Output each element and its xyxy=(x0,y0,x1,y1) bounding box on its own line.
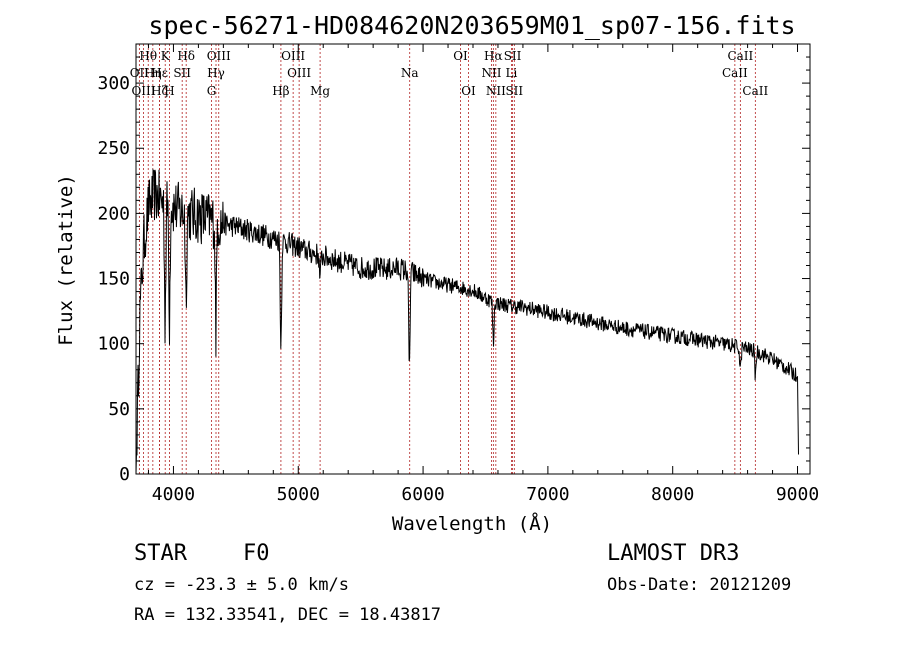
line-label-Hε: Hε xyxy=(151,66,168,80)
line-label-Hζ: Hζ xyxy=(151,84,168,98)
y-tick-label: 200 xyxy=(97,203,130,224)
x-tick-label: 6000 xyxy=(401,484,444,505)
line-label-CaII: CaII xyxy=(727,49,753,63)
x-tick-label: 4000 xyxy=(152,484,195,505)
y-tick-label: 50 xyxy=(108,399,130,420)
object-subclass: F0 xyxy=(243,541,270,566)
line-label-G: G xyxy=(207,84,217,98)
plot-frame xyxy=(135,43,811,475)
axis-ticks: 4000 5000 6000 7000 8000 9000 0 50 100 150 200 250 3… xyxy=(97,44,819,505)
x-axis-label: Wavelength (Å) xyxy=(392,512,552,535)
line-label-Hθ: Hθ xyxy=(139,49,157,63)
y-tick-label: 0 xyxy=(119,464,130,485)
spectrum-trace xyxy=(135,168,799,475)
line-label-K: K xyxy=(161,49,171,63)
line-label-OII: OII xyxy=(130,66,150,80)
y-tick-label: 150 xyxy=(97,269,130,290)
line-label-CaII: CaII xyxy=(742,84,768,98)
line-label-OIII: OIII xyxy=(207,49,231,63)
y-axis-label: Flux (relative) xyxy=(55,174,77,346)
line-label-Na: Na xyxy=(401,66,419,80)
line-label-Hβ: Hβ xyxy=(272,84,289,98)
coordinates: RA = 132.33541, DEC = 18.43817 xyxy=(134,605,441,625)
line-label-CaII: CaII xyxy=(722,66,748,80)
spectral-line-markers xyxy=(138,44,756,474)
y-tick-label: 300 xyxy=(97,73,130,94)
chart-title: spec-56271-HD084620N203659M01_sp07-156.f… xyxy=(148,11,795,40)
line-label-OI: OI xyxy=(453,49,468,63)
line-label-OIII: OIII xyxy=(281,49,305,63)
x-tick-label: 5000 xyxy=(277,484,320,505)
x-tick-label: 9000 xyxy=(776,484,819,505)
survey-name: LAMOST DR3 xyxy=(607,541,739,566)
redshift-cz: cz = -23.3 ± 5.0 km/s xyxy=(134,575,349,595)
line-label-H: H xyxy=(164,84,174,98)
line-label-NII: NII xyxy=(486,84,506,98)
y-tick-label: 250 xyxy=(97,138,130,159)
y-tick-label: 100 xyxy=(97,334,130,355)
line-label-OIII: OIII xyxy=(287,66,311,80)
line-label-SII: SII xyxy=(504,49,522,63)
line-label-SII: SII xyxy=(505,84,523,98)
line-label-Li: Li xyxy=(506,66,518,80)
line-label-NII: NII xyxy=(481,66,501,80)
line-label-Mg: Mg xyxy=(310,84,330,98)
x-tick-label: 8000 xyxy=(651,484,694,505)
line-label-OI: OI xyxy=(461,84,476,98)
line-label-Hη: Hη xyxy=(144,66,162,80)
obs-date: Obs-Date: 20121209 xyxy=(607,575,791,595)
object-class: STAR xyxy=(134,541,188,566)
line-label-Hγ: Hγ xyxy=(207,66,225,80)
line-label-OIII: OIII xyxy=(131,84,155,98)
line-label-Hδ: Hδ xyxy=(177,49,195,63)
line-label-Hα: Hα xyxy=(484,49,503,63)
line-label-SII: SII xyxy=(173,66,191,80)
x-tick-label: 7000 xyxy=(526,484,569,505)
